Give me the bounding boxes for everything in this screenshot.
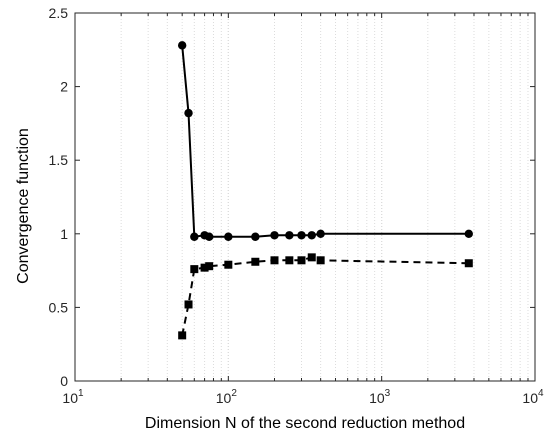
series-1-point (204, 232, 214, 241)
y-tick-label: 0.5 (49, 299, 69, 315)
series-2-point (297, 256, 306, 265)
series-1-point (190, 232, 199, 241)
series-1-point (177, 41, 187, 50)
series-2-point (316, 256, 325, 265)
y-axis-label: Convergence function (15, 128, 32, 284)
y-tick-label: 0 (60, 373, 68, 389)
series-2-point (224, 260, 233, 269)
y-tick-label: 2 (60, 79, 68, 95)
x-axis-label: Dimension N of the second reduction meth… (145, 415, 465, 432)
series-2-point (285, 256, 294, 265)
series-1-point (464, 229, 473, 238)
series-1-point (307, 231, 316, 240)
y-tick-label: 2.5 (49, 5, 69, 21)
y-tick-label: 1.5 (49, 152, 69, 168)
series-2-point (270, 256, 279, 265)
series-2-point (251, 257, 260, 266)
series-1-point (251, 232, 260, 241)
series-1-point (285, 231, 294, 240)
series-1-point (270, 231, 279, 240)
series-2-point (307, 253, 316, 262)
series-2-point (200, 263, 209, 272)
x-tick-labels: 101 102 103 104 (62, 388, 544, 406)
x-tick-label: 102 (216, 388, 238, 406)
y-tick-label: 1 (60, 226, 68, 242)
x-tick-label: 103 (369, 388, 391, 406)
grid-lines (120, 13, 529, 381)
series-1-point (316, 229, 325, 238)
series-1-line (181, 45, 469, 238)
series-2-point (205, 262, 214, 271)
x-tick-label: 104 (522, 388, 544, 406)
series-layer (177, 41, 473, 340)
series-2-point (178, 331, 187, 340)
series-1-point (224, 232, 233, 241)
tick-marks (74, 12, 536, 382)
x-tick-label: 101 (62, 388, 84, 406)
plot-frame (74, 12, 536, 382)
series-2-point (190, 265, 199, 274)
series-1-point (184, 108, 193, 118)
series-2-line (181, 256, 469, 336)
series-1-point (297, 231, 306, 240)
y-tick-labels: 0 0.5 1 1.5 2 2.5 (49, 5, 69, 389)
series-2-point (184, 300, 193, 309)
series-2-point (464, 259, 473, 268)
